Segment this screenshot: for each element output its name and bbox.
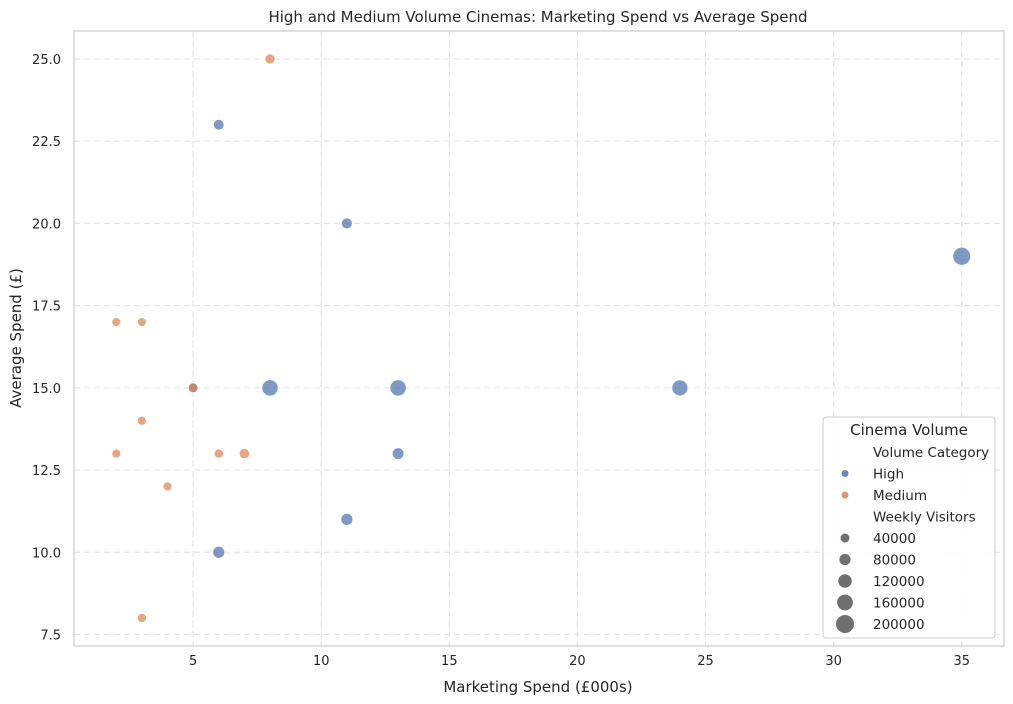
x-tick-label: 15 xyxy=(441,654,458,669)
legend-size-label: 160000 xyxy=(873,596,925,612)
y-tick-label: 25.0 xyxy=(32,53,61,68)
point-medium xyxy=(136,317,147,327)
data-points xyxy=(111,53,972,624)
legend-items: Volume Category High Medium Weekly Visitors… xyxy=(836,445,989,633)
legend: Cinema Volume Volume Category High Medium W… xyxy=(822,416,996,639)
x-tick-label: 25 xyxy=(697,654,714,669)
x-tick-label: 35 xyxy=(953,654,970,669)
y-tick-label: 17.5 xyxy=(32,300,61,315)
legend-size-label: 120000 xyxy=(873,574,925,590)
legend-label-medium: Medium xyxy=(873,488,927,504)
y-tick-label: 15.0 xyxy=(32,382,61,397)
plot-frame xyxy=(73,30,1005,647)
point-medium xyxy=(111,448,122,459)
point-high xyxy=(212,545,226,559)
point-medium xyxy=(136,415,147,426)
point-high xyxy=(952,246,972,266)
legend-size-marker xyxy=(840,533,850,543)
x-tick-label: 30 xyxy=(825,654,842,669)
y-tick-label: 20.0 xyxy=(32,217,61,232)
point-high xyxy=(391,447,405,460)
point-medium xyxy=(187,382,199,394)
y-tick-label: 7.5 xyxy=(40,628,61,643)
legend-marker-high xyxy=(841,470,849,477)
legend-size-marker xyxy=(838,574,852,588)
legend-size-label: 200000 xyxy=(873,617,925,633)
legend-size-marker xyxy=(839,553,851,566)
legend-hue-header: Volume Category xyxy=(873,445,989,461)
point-high xyxy=(340,512,354,526)
point-medium xyxy=(111,317,122,327)
y-tick-label: 12.5 xyxy=(32,464,61,479)
legend-size-header: Weekly Visitors xyxy=(873,510,976,526)
legend-title: Cinema Volume xyxy=(850,421,968,439)
x-tick-label: 10 xyxy=(313,654,330,669)
point-medium xyxy=(162,481,173,492)
legend-size-label: 80000 xyxy=(873,553,916,569)
axis-ticks: 5 10 15 20 25 30 35 7.5 10.0 12.5 15.0 17.5 20.0 22.5… xyxy=(32,53,970,669)
x-axis-label: Marketing Spend (£000s) xyxy=(443,678,632,696)
legend-box xyxy=(822,416,996,639)
y-axis-label: Average Spend (£) xyxy=(7,268,25,408)
point-medium xyxy=(238,448,250,460)
point-medium xyxy=(264,53,276,65)
point-high xyxy=(671,379,689,397)
legend-size-marker xyxy=(837,594,853,611)
x-tick-label: 20 xyxy=(569,654,586,669)
point-medium xyxy=(136,613,147,624)
point-high xyxy=(213,118,225,131)
legend-label-high: High xyxy=(873,467,904,483)
chart-title: High and Medium Volume Cinemas: Marketin… xyxy=(268,8,807,26)
point-high xyxy=(389,379,407,397)
point-high xyxy=(340,217,353,230)
y-tick-label: 10.0 xyxy=(32,546,61,561)
point-high xyxy=(261,379,279,397)
point-medium xyxy=(213,448,224,459)
x-tick-label: 5 xyxy=(189,654,197,669)
legend-marker-medium xyxy=(841,491,849,499)
y-tick-label: 22.5 xyxy=(32,135,61,150)
legend-size-label: 40000 xyxy=(873,531,916,547)
legend-size-marker xyxy=(836,615,854,633)
